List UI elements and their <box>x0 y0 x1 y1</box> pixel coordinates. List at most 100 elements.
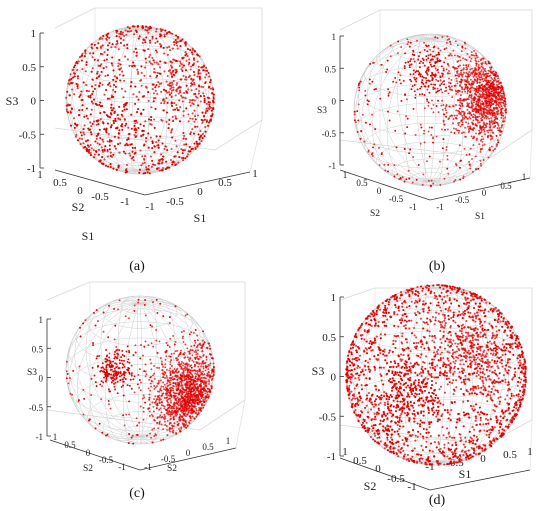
data-point <box>458 375 461 378</box>
data-point <box>492 82 495 85</box>
data-point <box>164 420 166 423</box>
data-point <box>101 149 104 152</box>
data-point <box>69 81 72 84</box>
data-point <box>194 372 197 375</box>
data-point <box>203 383 206 386</box>
data-point <box>207 342 210 345</box>
data-point <box>162 88 165 91</box>
data-point <box>480 90 482 93</box>
data-point <box>132 159 135 162</box>
data-point <box>195 383 198 386</box>
data-point <box>97 119 100 122</box>
data-point <box>445 146 448 149</box>
data-point <box>494 99 497 102</box>
data-point <box>119 30 123 33</box>
data-point <box>122 74 125 77</box>
data-point <box>184 365 187 368</box>
data-point <box>116 392 119 395</box>
data-point <box>468 56 471 59</box>
data-point <box>161 119 164 122</box>
data-point <box>404 132 407 135</box>
data-point <box>199 100 202 103</box>
data-point <box>183 356 186 359</box>
data-point <box>479 124 482 127</box>
data-point <box>118 58 121 61</box>
data-point <box>139 357 142 360</box>
data-point <box>203 341 206 344</box>
data-point <box>155 61 158 64</box>
data-point <box>190 82 193 85</box>
data-point <box>524 385 527 388</box>
data-point <box>91 56 94 59</box>
data-point <box>90 85 94 88</box>
z-tick-label: 1 <box>332 32 337 42</box>
data-point <box>435 54 438 57</box>
data-point <box>66 90 69 93</box>
data-point <box>474 118 477 121</box>
data-point <box>183 413 186 416</box>
data-point <box>118 349 121 352</box>
data-point <box>167 127 170 130</box>
data-point <box>360 384 363 387</box>
data-point <box>475 105 478 108</box>
data-point <box>74 123 77 126</box>
data-point <box>170 359 173 362</box>
data-point <box>162 376 165 379</box>
data-point <box>373 88 376 91</box>
data-point <box>119 371 122 373</box>
data-point <box>415 80 418 83</box>
data-point <box>158 420 161 423</box>
data-point <box>153 419 156 421</box>
data-point <box>120 374 123 377</box>
data-point <box>483 126 486 129</box>
data-point <box>454 359 457 362</box>
data-point <box>142 144 146 147</box>
data-point <box>191 354 194 357</box>
data-point <box>135 134 138 138</box>
data-point <box>122 384 125 387</box>
data-point <box>158 379 160 382</box>
data-point <box>106 165 110 168</box>
data-point <box>162 365 164 368</box>
data-point <box>201 370 204 373</box>
data-point <box>148 403 151 406</box>
data-point <box>196 145 199 148</box>
data-point <box>471 387 474 390</box>
data-point <box>193 392 196 395</box>
data-point <box>191 47 194 50</box>
data-point <box>193 49 196 52</box>
data-point <box>116 42 119 45</box>
data-point <box>487 98 490 100</box>
data-point <box>150 165 153 168</box>
data-point <box>472 135 475 138</box>
data-point <box>499 98 502 101</box>
data-point <box>169 399 172 402</box>
data-point <box>81 108 84 111</box>
data-point <box>126 360 129 363</box>
data-point <box>195 409 198 412</box>
data-point <box>512 394 516 397</box>
data-point <box>206 393 209 396</box>
data-point <box>207 96 210 100</box>
data-point <box>421 183 424 186</box>
data-point <box>111 43 114 46</box>
data-point <box>203 101 206 104</box>
data-point <box>473 69 476 72</box>
longitude-line <box>415 33 445 187</box>
data-point <box>494 86 497 89</box>
data-point <box>415 336 418 339</box>
data-point <box>99 45 102 48</box>
data-point <box>199 378 202 381</box>
data-point <box>190 405 193 407</box>
data-point <box>202 406 205 409</box>
data-point <box>112 167 115 170</box>
data-point <box>156 417 159 420</box>
data-point <box>477 121 479 124</box>
data-point <box>197 65 200 68</box>
data-point <box>144 340 147 343</box>
data-point <box>387 110 389 113</box>
data-point <box>142 394 145 397</box>
data-point <box>472 101 475 104</box>
data-point <box>411 85 414 88</box>
data-point <box>181 411 184 414</box>
